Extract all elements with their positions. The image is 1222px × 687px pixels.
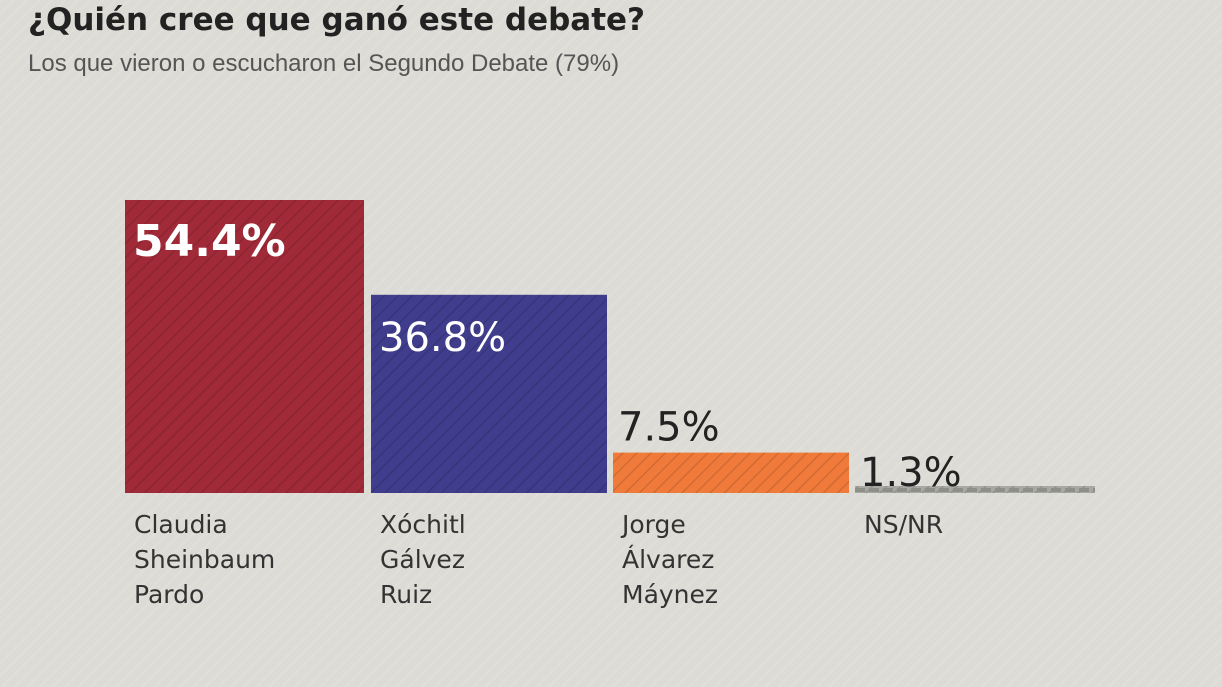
category-label-2-line-2: Máynez [622,580,718,609]
category-label-2-line-0: Jorge [620,510,686,539]
category-label-0-line-2: Pardo [134,580,204,609]
bar-value-label-0: 54.4% [133,216,286,267]
category-label-1-line-0: Xóchitl [380,510,466,539]
bar-hatch-0 [125,200,364,493]
category-label-1-line-1: Gálvez [380,545,465,574]
chart-subtitle: Los que vieron o escucharon el Segundo D… [28,50,620,77]
bar-value-label-2: 7.5% [618,405,720,451]
bar-value-label-1: 36.8% [379,315,506,361]
bar-hatch-2 [613,452,849,493]
bar-value-label-3: 1.3% [860,450,962,496]
category-label-0-line-0: Claudia [134,510,228,539]
bar-hatch-1 [371,294,607,493]
category-label-0-line-1: Sheinbaum [134,545,275,574]
category-label-3-line-0: NS/NR [864,510,943,539]
category-label-1-line-2: Ruiz [380,580,432,609]
category-label-2-line-1: Álvarez [622,545,714,574]
chart-title: ¿Quién cree que ganó este debate? [28,2,646,38]
